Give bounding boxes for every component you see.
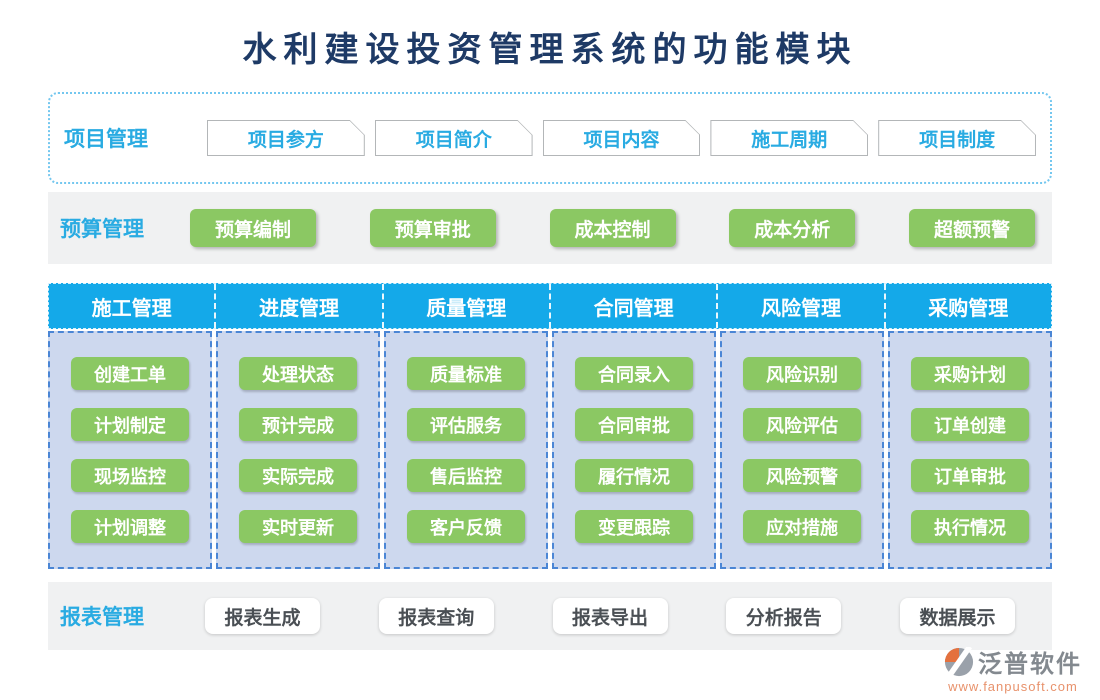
module-button[interactable]: 质量标准	[407, 357, 525, 390]
module-button[interactable]: 合同审批	[575, 408, 693, 441]
module-button[interactable]: 创建工单	[71, 357, 189, 390]
project-tab-label[interactable]: 项目简介	[376, 121, 532, 155]
module-button[interactable]: 订单审批	[911, 459, 1029, 492]
module-button[interactable]: 现场监控	[71, 459, 189, 492]
project-tab[interactable]: 项目内容	[543, 120, 701, 156]
report-button[interactable]: 报表查询	[378, 598, 494, 634]
budget-button[interactable]: 成本控制	[549, 209, 676, 247]
grid-column-quality: 质量标准 评估服务 售后监控 客户反馈	[384, 331, 548, 569]
project-tab[interactable]: 项目参方	[207, 120, 365, 156]
module-button[interactable]: 售后监控	[407, 459, 525, 492]
vendor-branding: 泛普软件 www.fanpusoft.com	[944, 647, 1082, 694]
fanpu-logo-icon	[944, 647, 974, 677]
grid-header-construction[interactable]: 施工管理	[49, 284, 217, 328]
module-button[interactable]: 订单创建	[911, 408, 1029, 441]
budget-management-band: 预算管理 预算编制 预算审批 成本控制 成本分析 超额预警	[48, 192, 1052, 264]
module-button[interactable]: 合同录入	[575, 357, 693, 390]
vendor-name: 泛普软件	[978, 651, 1082, 678]
project-section-label: 项目管理	[64, 128, 148, 151]
report-button[interactable]: 报表导出	[552, 598, 668, 634]
module-button[interactable]: 执行情况	[911, 510, 1029, 543]
report-management-band: 报表管理 报表生成 报表查询 报表导出 分析报告 数据展示	[48, 582, 1052, 650]
module-button[interactable]: 处理状态	[239, 357, 357, 390]
module-button[interactable]: 实际完成	[239, 459, 357, 492]
grid-column-contract: 合同录入 合同审批 履行情况 变更跟踪	[552, 331, 716, 569]
budget-section-label: 预算管理	[60, 218, 144, 241]
module-grid-header: 施工管理 进度管理 质量管理 合同管理 风险管理 采购管理	[48, 283, 1052, 329]
project-management-panel: 项目管理 项目参方 项目简介 项目内容 施工周期 项目制度	[48, 92, 1052, 184]
grid-column-risk: 风险识别 风险评估 风险预警 应对措施	[720, 331, 884, 569]
grid-column-construction: 创建工单 计划制定 现场监控 计划调整	[48, 331, 212, 569]
grid-header-risk[interactable]: 风险管理	[718, 284, 886, 328]
grid-header-procurement[interactable]: 采购管理	[928, 297, 1009, 320]
project-tab[interactable]: 项目简介	[375, 120, 533, 156]
grid-header-contract[interactable]: 合同管理	[551, 284, 719, 328]
project-tab-label[interactable]: 施工周期	[711, 121, 867, 155]
module-button[interactable]: 风险预警	[743, 459, 861, 492]
module-button[interactable]: 计划调整	[71, 510, 189, 543]
module-button[interactable]: 应对措施	[743, 510, 861, 543]
module-button[interactable]: 评估服务	[407, 408, 525, 441]
budget-button-row: 预算编制 预算审批 成本控制 成本分析 超额预警	[190, 209, 1035, 247]
module-grid-body: 创建工单 计划制定 现场监控 计划调整 处理状态 预计完成 实际完成 实时更新 …	[48, 331, 1052, 569]
module-button[interactable]: 预计完成	[239, 408, 357, 441]
report-button[interactable]: 分析报告	[726, 598, 842, 634]
grid-column-progress: 处理状态 预计完成 实际完成 实时更新	[216, 331, 380, 569]
report-section-label: 报表管理	[60, 606, 144, 629]
report-button[interactable]: 数据展示	[900, 598, 1015, 634]
project-tab-label[interactable]: 项目制度	[879, 121, 1035, 155]
project-tab-label[interactable]: 项目参方	[208, 121, 364, 155]
module-grid: 施工管理 进度管理 质量管理 合同管理 风险管理 采购管理 创建工单 计划制定 …	[48, 283, 1052, 569]
report-button-row: 报表生成 报表查询 报表导出 分析报告 数据展示	[205, 598, 1015, 634]
project-button-row: 项目参方 项目简介 项目内容 施工周期 项目制度	[207, 120, 1036, 156]
module-button[interactable]: 风险识别	[743, 357, 861, 390]
report-button[interactable]: 报表生成	[205, 598, 320, 634]
budget-button[interactable]: 成本分析	[729, 209, 856, 247]
module-button[interactable]: 履行情况	[575, 459, 693, 492]
project-tab-label[interactable]: 项目内容	[544, 121, 700, 155]
project-tab[interactable]: 施工周期	[710, 120, 868, 156]
grid-column-procurement: 采购计划 订单创建 订单审批 执行情况	[888, 331, 1052, 569]
budget-button[interactable]: 预算编制	[190, 209, 316, 247]
project-tab[interactable]: 项目制度	[878, 120, 1036, 156]
page-title: 水利建设投资管理系统的功能模块	[242, 32, 858, 69]
budget-button[interactable]: 超额预警	[909, 209, 1035, 247]
module-button[interactable]: 风险评估	[743, 408, 861, 441]
module-button[interactable]: 计划制定	[71, 408, 189, 441]
module-button[interactable]: 变更跟踪	[575, 510, 693, 543]
module-button[interactable]: 采购计划	[911, 357, 1029, 390]
grid-header-quality[interactable]: 质量管理	[384, 284, 551, 328]
vendor-website: www.fanpusoft.com	[948, 679, 1078, 694]
budget-button[interactable]: 预算审批	[369, 209, 496, 247]
module-button[interactable]: 实时更新	[239, 510, 357, 543]
module-button[interactable]: 客户反馈	[407, 510, 525, 543]
grid-header-progress[interactable]: 进度管理	[216, 284, 384, 328]
